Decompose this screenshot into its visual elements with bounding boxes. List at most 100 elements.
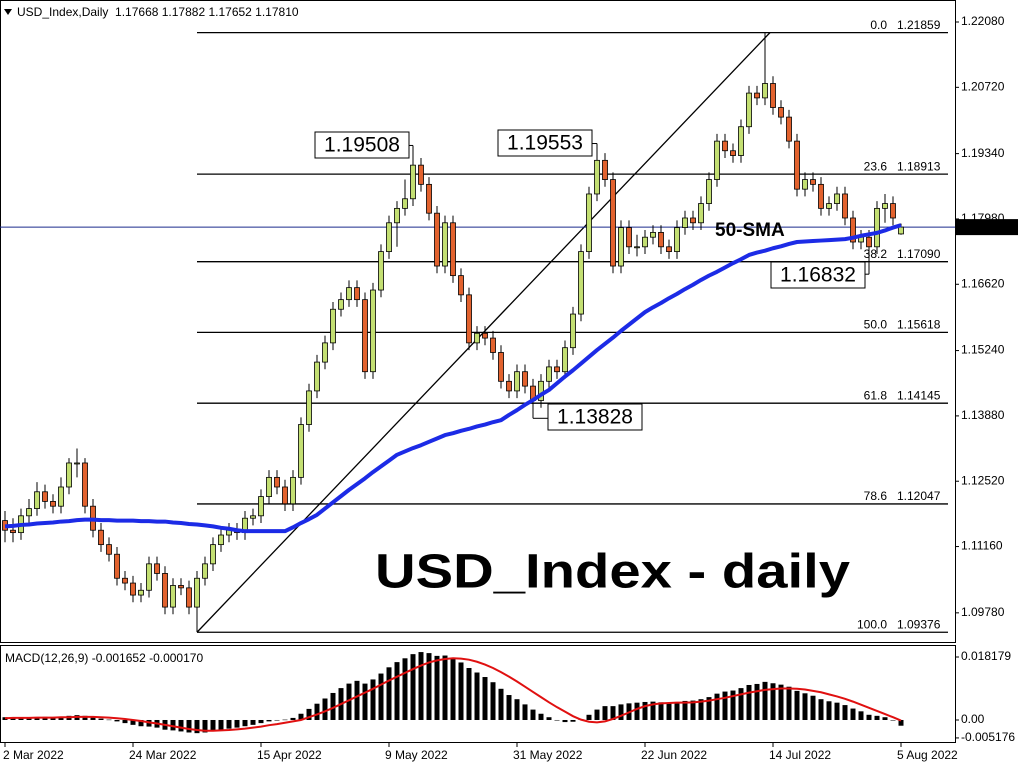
candle-body	[466, 294, 472, 344]
macd-bar	[570, 719, 576, 722]
y-tick-label: 1.12520	[961, 473, 1005, 487]
fib-level-label: 50.0	[864, 318, 888, 332]
last-price-label: 1.17810	[960, 219, 1004, 233]
candle-body	[506, 380, 512, 392]
x-tick-label: 22 Jun 2022	[641, 748, 707, 762]
macd-bar	[802, 693, 808, 720]
macd-bar	[658, 702, 664, 720]
candle-body	[58, 486, 64, 507]
macd-bar	[730, 690, 736, 720]
macd-bar	[866, 714, 872, 720]
candle-body	[842, 193, 848, 219]
macd-bar	[378, 673, 384, 720]
macd-bar	[538, 713, 544, 720]
candle-body	[98, 529, 104, 546]
macd-bar	[722, 691, 728, 720]
fib-price-label: 1.12047	[897, 489, 941, 503]
macd-bar	[234, 719, 240, 728]
x-tick-label: 2 Mar 2022	[3, 748, 64, 762]
y-tick-label: 1.19340	[961, 146, 1005, 160]
macd-pane	[0, 645, 956, 743]
candle-body	[394, 207, 400, 224]
macd-bar	[186, 719, 192, 733]
candle-body	[170, 585, 176, 608]
candle-body	[594, 159, 600, 195]
macd-bar	[386, 667, 392, 720]
trend-line	[196, 32, 771, 633]
macd-bar	[354, 680, 360, 720]
candle-body	[794, 140, 800, 190]
macd-bar	[794, 690, 800, 720]
macd-bar	[602, 706, 608, 720]
macd-bar	[458, 662, 464, 720]
candle-body	[746, 92, 752, 128]
candle-body	[50, 500, 56, 507]
candle-body	[482, 332, 488, 339]
y-tick-label: 1.11160	[961, 539, 1003, 553]
y-tick-label: 1.22080	[961, 14, 1005, 28]
macd-bar	[362, 683, 368, 720]
y-tick-label: 1.09780	[961, 605, 1005, 619]
macd-bar	[594, 709, 600, 720]
candle-body	[138, 589, 144, 596]
macd-bar	[482, 677, 488, 720]
macd-bar	[218, 719, 224, 731]
candle-body	[450, 222, 456, 277]
macd-bar	[834, 702, 840, 720]
macd-bar	[698, 699, 704, 720]
candle-body	[322, 342, 328, 363]
macd-bar	[106, 719, 112, 721]
macd-bar	[738, 688, 744, 720]
macd-bar	[306, 708, 312, 720]
y-tick-label: 0.00	[961, 712, 985, 726]
macd-bar	[210, 719, 216, 732]
candle-body	[810, 179, 816, 185]
candle-body	[26, 508, 32, 517]
candle-body	[666, 246, 672, 253]
macd-bar	[194, 719, 200, 734]
x-tick-label: 9 May 2022	[385, 748, 448, 762]
y-tick-label: 1.16620	[961, 276, 1005, 290]
candle-body	[418, 164, 424, 185]
fib-level-label: 38.2	[864, 247, 888, 261]
candle-body	[850, 217, 856, 243]
candle-body	[410, 164, 416, 200]
macd-bar	[370, 679, 376, 720]
macd-bar	[434, 655, 440, 720]
macd-bar	[650, 701, 656, 720]
macd-bar	[610, 706, 616, 720]
macd-bar	[810, 695, 816, 720]
candle-body	[162, 573, 168, 608]
macd-bar	[674, 701, 680, 720]
y-tick-label: 0.018179	[961, 649, 1011, 663]
candle-body	[338, 299, 344, 310]
macd-bar	[258, 719, 264, 724]
macd-bar	[450, 658, 456, 720]
macd-bar	[138, 719, 144, 727]
candle-body	[658, 231, 664, 248]
candle-body	[690, 217, 696, 224]
macd-bar	[562, 719, 568, 723]
macd-bar	[506, 695, 512, 720]
candle-body	[706, 179, 712, 204]
candle-body	[522, 371, 528, 387]
macd-bar	[98, 718, 104, 720]
candle-body	[106, 544, 112, 555]
candle-body	[610, 179, 616, 267]
candle-body	[218, 534, 224, 546]
macd-bar	[474, 672, 480, 720]
candle-body	[402, 198, 408, 209]
menu-arrow[interactable]	[4, 9, 12, 15]
candle-body	[882, 203, 888, 209]
main-pane	[0, 0, 956, 643]
macd-bar	[250, 719, 256, 725]
candle-body	[738, 126, 744, 156]
candle-body	[890, 203, 896, 219]
candle-body	[490, 337, 496, 353]
macd-bar	[826, 701, 832, 720]
candle-body	[154, 563, 160, 574]
candle-body	[250, 515, 256, 519]
candle-body	[194, 577, 200, 608]
macd-bar	[842, 705, 848, 720]
macd-bar	[786, 686, 792, 720]
